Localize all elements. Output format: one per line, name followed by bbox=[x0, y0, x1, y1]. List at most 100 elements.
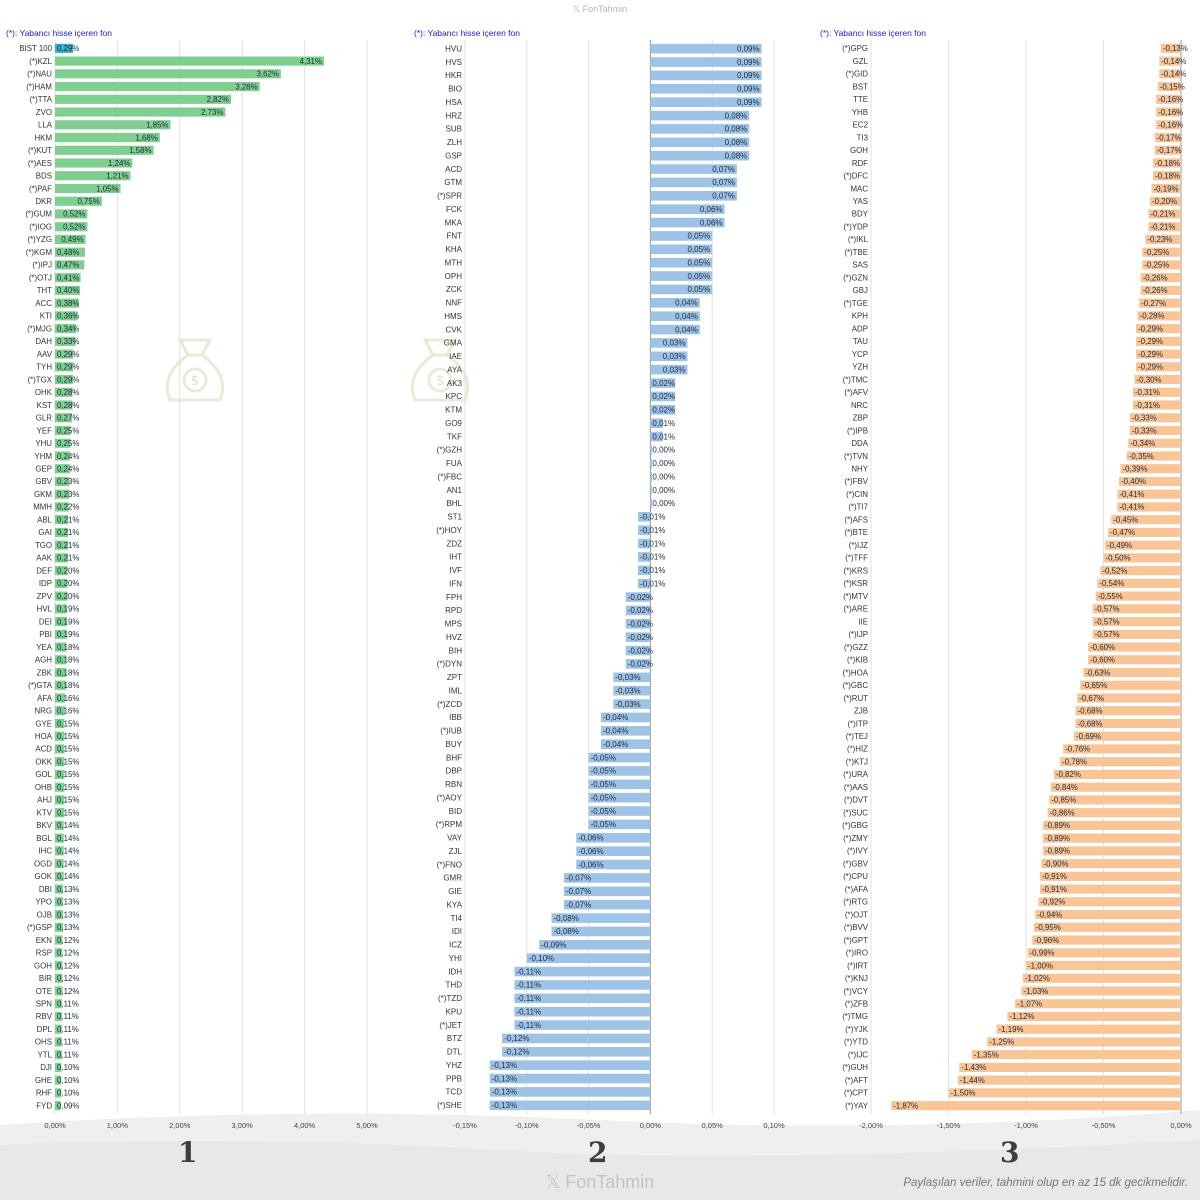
x-tick-label: 5,00% bbox=[356, 1121, 378, 1130]
value-label: -0,01% bbox=[640, 513, 665, 522]
bar bbox=[1154, 132, 1181, 143]
category-label: MPS bbox=[445, 620, 462, 629]
bar bbox=[55, 515, 69, 525]
value-label: 0,01% bbox=[652, 419, 675, 428]
x-tick-label: -0,15% bbox=[453, 1121, 477, 1130]
bar bbox=[1053, 769, 1181, 780]
bar bbox=[55, 1050, 62, 1060]
value-label: -0,18% bbox=[1155, 172, 1180, 181]
category-label: (*)GPG bbox=[842, 44, 868, 53]
value-label: -0,68% bbox=[1078, 719, 1103, 728]
bar bbox=[55, 744, 65, 754]
value-label: 0,29% bbox=[57, 363, 79, 372]
panel-number-1: 1 bbox=[178, 1136, 198, 1169]
value-label: -0,67% bbox=[1079, 694, 1104, 703]
bar bbox=[1132, 387, 1181, 397]
category-label: (*)AFT bbox=[845, 1076, 868, 1085]
value-label: 0,00% bbox=[652, 486, 675, 495]
category-label: LLA bbox=[38, 121, 53, 130]
bar bbox=[55, 935, 63, 945]
bar bbox=[576, 859, 651, 870]
value-label: 3,62% bbox=[257, 70, 279, 79]
category-label: RBV bbox=[36, 1012, 53, 1021]
category-label: (*)ITP bbox=[847, 719, 868, 728]
value-label: -0,78% bbox=[1062, 757, 1087, 766]
bar bbox=[55, 718, 65, 729]
category-label: NHY bbox=[851, 464, 868, 473]
category-label: (*)TZD bbox=[438, 994, 462, 1003]
category-label: (*)SUC bbox=[843, 808, 868, 817]
value-label: -0,02% bbox=[628, 646, 653, 655]
bar bbox=[638, 525, 651, 536]
bar bbox=[1043, 833, 1181, 843]
category-label: (*)KUT bbox=[28, 146, 52, 155]
bar bbox=[1156, 120, 1181, 130]
category-label: GSP bbox=[445, 151, 462, 160]
value-label: 0,03% bbox=[663, 339, 686, 348]
bar bbox=[55, 81, 260, 92]
bar bbox=[1120, 464, 1181, 474]
category-label: (*)HOY bbox=[436, 526, 462, 535]
value-label: 0,09% bbox=[737, 71, 760, 80]
category-label: (*)GBC bbox=[843, 681, 869, 690]
bar bbox=[638, 511, 651, 522]
value-label: -1,35% bbox=[974, 1050, 999, 1059]
category-label: (*)YTD bbox=[844, 1038, 868, 1047]
bar bbox=[1077, 693, 1181, 703]
bar bbox=[1117, 502, 1181, 512]
bar bbox=[650, 391, 676, 402]
value-label: -0,05% bbox=[591, 820, 616, 829]
bar bbox=[625, 645, 651, 656]
bar bbox=[526, 953, 651, 964]
value-label: -0,68% bbox=[1078, 707, 1103, 716]
value-label: -1,43% bbox=[961, 1063, 986, 1072]
value-label: 0,05% bbox=[688, 272, 711, 281]
category-label: FPH bbox=[446, 593, 462, 602]
bar bbox=[613, 699, 651, 709]
category-label: IML bbox=[449, 686, 463, 695]
category-label: (*)GUM bbox=[25, 210, 52, 219]
bar bbox=[625, 632, 651, 643]
value-label: 0,09% bbox=[737, 98, 760, 107]
svg-text:$: $ bbox=[191, 373, 200, 389]
value-label: 0,21% bbox=[57, 515, 79, 524]
value-label: 0,15% bbox=[57, 757, 79, 766]
value-label: -0,30% bbox=[1137, 375, 1162, 384]
category-label: GLR bbox=[36, 414, 53, 423]
value-label: 1,05% bbox=[96, 184, 118, 193]
bar bbox=[1159, 56, 1181, 66]
category-label: (*)KRS bbox=[843, 566, 868, 575]
category-label: (*)DVT bbox=[844, 796, 868, 805]
value-label: -0,21% bbox=[1150, 222, 1175, 231]
category-label: (*)CPT bbox=[844, 1089, 868, 1098]
bar bbox=[1160, 43, 1181, 53]
bar bbox=[55, 731, 65, 741]
category-label: IDH bbox=[448, 967, 462, 976]
value-label: 0,28% bbox=[57, 388, 79, 397]
bar bbox=[650, 150, 750, 161]
value-label: -0,63% bbox=[1085, 668, 1110, 677]
category-label: HMS bbox=[444, 312, 462, 321]
bar bbox=[576, 832, 651, 843]
category-label: AAK bbox=[36, 554, 53, 563]
category-label: DPL bbox=[37, 1025, 53, 1034]
value-label: 0,02% bbox=[652, 392, 675, 401]
bar bbox=[650, 57, 762, 67]
value-label: -0,39% bbox=[1123, 464, 1148, 473]
category-label: (*)GTA bbox=[28, 681, 53, 690]
bar bbox=[1132, 400, 1181, 410]
value-label: -0,89% bbox=[1045, 847, 1070, 856]
category-label: ZLH bbox=[447, 138, 462, 147]
value-label: -0,02% bbox=[628, 593, 653, 602]
value-label: 0,25% bbox=[57, 439, 79, 448]
value-label: 0,10% bbox=[57, 1076, 79, 1085]
bar bbox=[55, 642, 67, 652]
value-label: 0,11% bbox=[57, 1050, 79, 1059]
value-label: 1,24% bbox=[108, 159, 130, 168]
bar bbox=[650, 110, 750, 121]
value-label: -0,41% bbox=[1119, 490, 1144, 499]
value-label: 0,20% bbox=[57, 566, 79, 575]
category-label: GBJ bbox=[853, 286, 868, 295]
category-label: (*)TVN bbox=[844, 452, 868, 461]
